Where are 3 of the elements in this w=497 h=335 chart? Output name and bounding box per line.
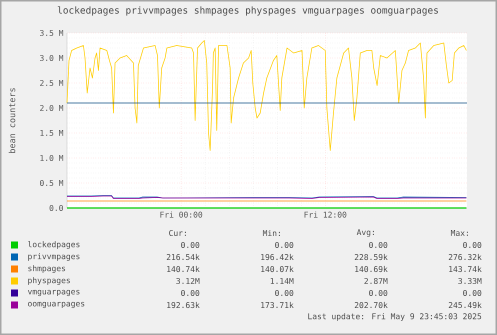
- line-series: [66, 40, 467, 151]
- y-axis-title: bean counters: [8, 88, 16, 153]
- chart-title: lockedpages privvmpages shmpages physpages vmguarpages oomguarpages: [58, 6, 438, 16]
